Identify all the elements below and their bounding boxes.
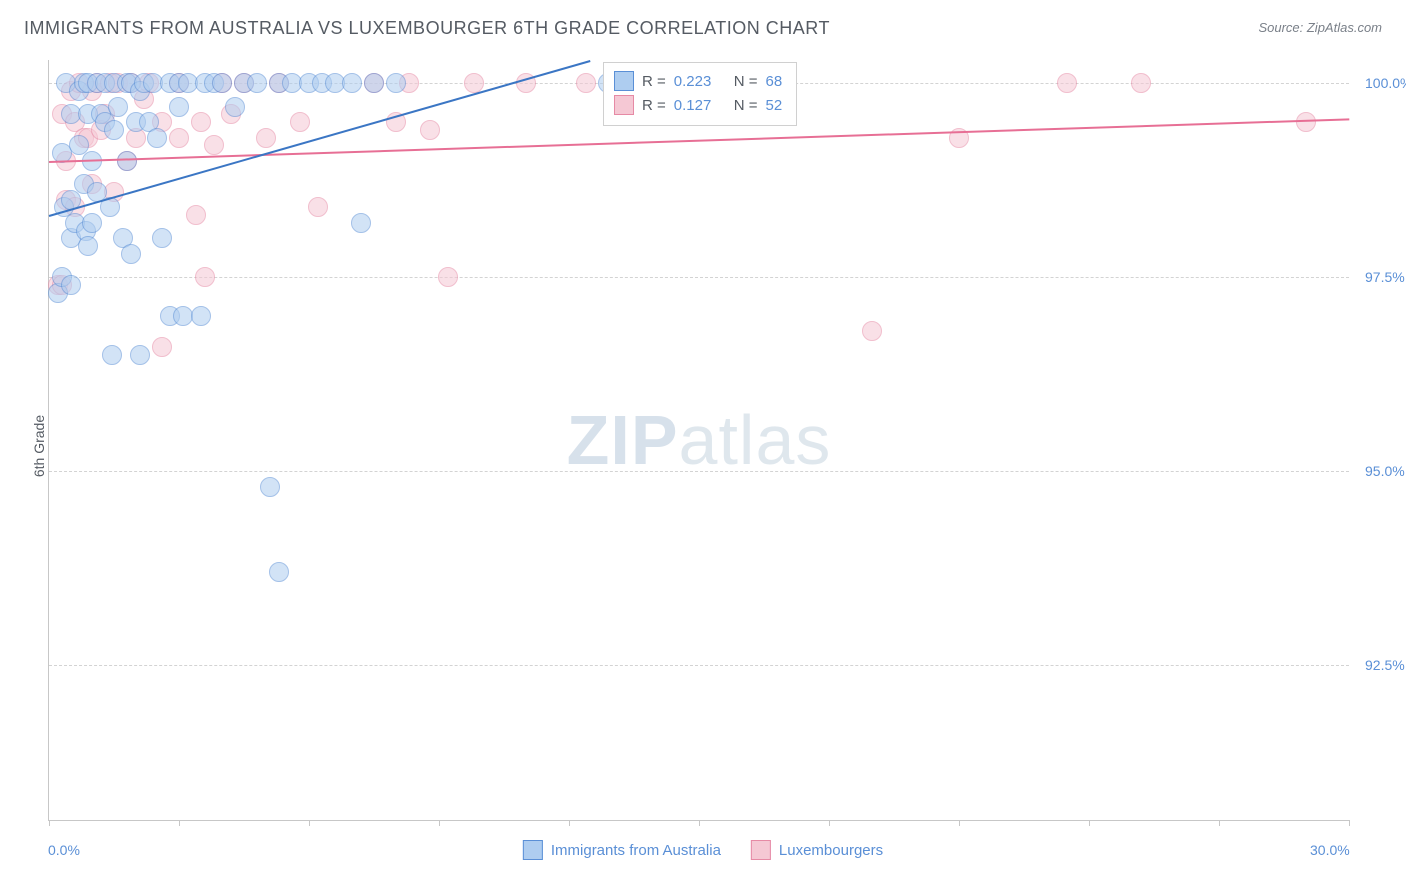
scatter-point-series-a xyxy=(130,345,150,365)
scatter-point-series-a xyxy=(212,73,232,93)
legend-swatch-b xyxy=(751,840,771,860)
gridline-h xyxy=(49,471,1349,472)
scatter-point-series-a xyxy=(191,306,211,326)
scatter-point-series-a xyxy=(152,228,172,248)
scatter-point-series-b xyxy=(1131,73,1151,93)
x-axis-max-label: 30.0% xyxy=(1310,842,1350,858)
scatter-point-series-a xyxy=(147,128,167,148)
scatter-point-series-a xyxy=(117,151,137,171)
y-tick-label: 92.5% xyxy=(1355,657,1405,673)
x-tick xyxy=(309,820,310,826)
scatter-point-series-a xyxy=(121,244,141,264)
scatter-point-series-a xyxy=(78,236,98,256)
x-tick xyxy=(569,820,570,826)
scatter-point-series-a xyxy=(386,73,406,93)
title-bar: IMMIGRANTS FROM AUSTRALIA VS LUXEMBOURGE… xyxy=(24,18,1382,44)
scatter-point-series-b xyxy=(256,128,276,148)
y-tick-label: 95.0% xyxy=(1355,463,1405,479)
x-tick xyxy=(179,820,180,826)
scatter-point-series-a xyxy=(260,477,280,497)
x-tick xyxy=(1219,820,1220,826)
scatter-point-series-a xyxy=(104,120,124,140)
y-tick-label: 97.5% xyxy=(1355,269,1405,285)
scatter-point-series-b xyxy=(420,120,440,140)
legend-stats-row: R = 0.223 N = 68 xyxy=(614,69,782,93)
legend-stats-box: R = 0.223 N = 68 R = 0.127 N = 52 xyxy=(603,62,797,126)
n-value: 52 xyxy=(766,97,783,114)
legend-swatch xyxy=(614,95,634,115)
x-tick xyxy=(49,820,50,826)
scatter-point-series-a xyxy=(269,562,289,582)
x-tick xyxy=(1089,820,1090,826)
scatter-plot-area: ZIPatlas 92.5%95.0%97.5%100.0% xyxy=(48,60,1349,821)
scatter-point-series-a xyxy=(225,97,245,117)
legend-item-series-b: Luxembourgers xyxy=(751,840,883,860)
legend-label-b: Luxembourgers xyxy=(779,842,883,859)
watermark: ZIPatlas xyxy=(567,400,832,480)
legend-label-a: Immigrants from Australia xyxy=(551,842,721,859)
x-axis-min-label: 0.0% xyxy=(48,842,80,858)
y-axis-label: 6th Grade xyxy=(31,415,47,477)
scatter-point-series-b xyxy=(308,197,328,217)
watermark-part-1: ZIP xyxy=(567,401,679,479)
source-attribution: Source: ZipAtlas.com xyxy=(1258,20,1382,35)
r-label: R = xyxy=(642,97,666,114)
scatter-point-series-a xyxy=(351,213,371,233)
legend-swatch-a xyxy=(523,840,543,860)
n-value: 68 xyxy=(766,73,783,90)
gridline-h xyxy=(49,277,1349,278)
legend-stats-row: R = 0.127 N = 52 xyxy=(614,93,782,117)
r-label: R = xyxy=(642,73,666,90)
legend-bottom: Immigrants from Australia Luxembourgers xyxy=(523,840,883,860)
scatter-point-series-b xyxy=(152,337,172,357)
x-tick xyxy=(829,820,830,826)
scatter-point-series-a xyxy=(247,73,267,93)
x-tick xyxy=(1349,820,1350,826)
scatter-point-series-b xyxy=(204,135,224,155)
x-tick xyxy=(699,820,700,826)
scatter-point-series-a xyxy=(108,97,128,117)
scatter-point-series-b xyxy=(191,112,211,132)
legend-swatch xyxy=(614,71,634,91)
scatter-point-series-b xyxy=(438,267,458,287)
scatter-point-series-b xyxy=(186,205,206,225)
n-label: N = xyxy=(734,73,758,90)
scatter-point-series-a xyxy=(169,97,189,117)
scatter-point-series-b xyxy=(290,112,310,132)
scatter-point-series-a xyxy=(82,213,102,233)
chart-title: IMMIGRANTS FROM AUSTRALIA VS LUXEMBOURGE… xyxy=(24,18,830,38)
scatter-point-series-b xyxy=(576,73,596,93)
scatter-point-series-b xyxy=(1296,112,1316,132)
scatter-point-series-b xyxy=(169,128,189,148)
y-tick-label: 100.0% xyxy=(1355,75,1406,91)
scatter-point-series-a xyxy=(342,73,362,93)
scatter-point-series-b xyxy=(195,267,215,287)
x-tick xyxy=(959,820,960,826)
scatter-point-series-b xyxy=(862,321,882,341)
watermark-part-2: atlas xyxy=(679,401,832,479)
scatter-point-series-a xyxy=(102,345,122,365)
r-value: 0.223 xyxy=(674,73,726,90)
scatter-point-series-a xyxy=(364,73,384,93)
x-tick xyxy=(439,820,440,826)
gridline-h xyxy=(49,665,1349,666)
legend-item-series-a: Immigrants from Australia xyxy=(523,840,721,860)
scatter-point-series-b xyxy=(1057,73,1077,93)
r-value: 0.127 xyxy=(674,97,726,114)
scatter-point-series-a xyxy=(61,275,81,295)
n-label: N = xyxy=(734,97,758,114)
